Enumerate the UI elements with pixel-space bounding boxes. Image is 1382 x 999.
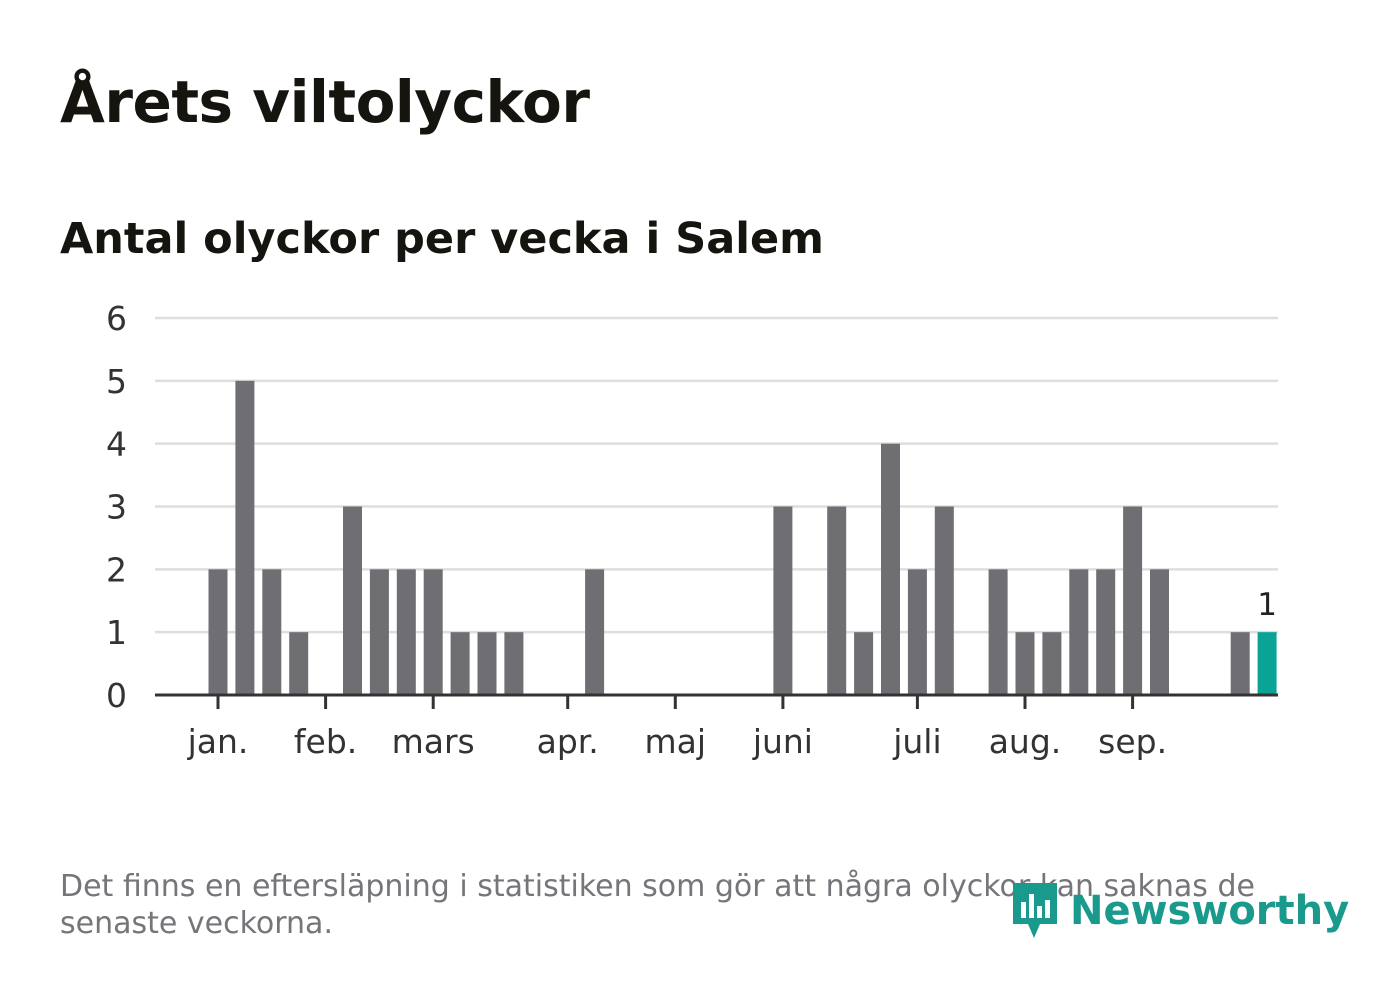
bar: [1015, 632, 1035, 695]
bar: [773, 506, 793, 695]
bar: [450, 632, 470, 695]
chart-subtitle: Antal olyckor per vecka i Salem: [60, 214, 824, 264]
x-tick-label: feb.: [294, 722, 357, 761]
bar: [343, 506, 362, 695]
bar: [423, 569, 443, 695]
bar: [854, 632, 874, 695]
bar: [1096, 569, 1116, 695]
bar: [262, 569, 282, 695]
y-tick-label: 1: [106, 613, 127, 652]
x-tick-label: juli: [892, 722, 941, 761]
y-tick-label: 5: [106, 362, 127, 401]
bar-chart: 0 1 2 3 4 5 6 1 jan. feb. mars apr. maj juni juli aug. s…: [106, 299, 1278, 761]
bar: [477, 632, 497, 695]
bar: [1042, 632, 1062, 695]
x-tick-label: jan.: [187, 722, 249, 761]
x-tick-label: maj: [645, 722, 707, 761]
bar: [235, 380, 255, 695]
data-label: 1: [1257, 587, 1277, 623]
x-tick-label: juni: [752, 722, 813, 761]
newsworthy-logo-icon: [1013, 883, 1057, 938]
y-tick-label: 6: [106, 299, 127, 338]
y-tick-label: 2: [106, 550, 127, 589]
highlight-bar: [1257, 632, 1277, 695]
bar: [934, 506, 954, 695]
bar: [881, 443, 900, 695]
bar: [504, 632, 524, 695]
bar: [1123, 506, 1143, 695]
bar: [1230, 632, 1250, 695]
y-tick-label: 0: [106, 676, 127, 715]
bar: [1069, 569, 1089, 695]
y-tick-label: 3: [106, 488, 127, 527]
x-tick-label: sep.: [1098, 722, 1167, 761]
logo-text: Newsworthy: [1070, 888, 1350, 934]
x-tick-label: aug.: [989, 722, 1062, 761]
chart-title: Årets viltolyckor: [60, 68, 590, 136]
bar: [1150, 569, 1169, 695]
bar: [208, 569, 228, 695]
y-tick-label: 4: [106, 425, 127, 464]
x-tick-label: apr.: [537, 722, 599, 761]
bar: [585, 569, 605, 695]
bar: [827, 506, 847, 695]
bar: [396, 569, 416, 695]
newsworthy-logo: Newsworthy: [1010, 876, 1349, 946]
bar: [907, 569, 927, 695]
bar: [988, 569, 1008, 695]
bar: [289, 632, 309, 695]
x-tick-label: mars: [392, 722, 475, 761]
bar: [369, 569, 389, 695]
